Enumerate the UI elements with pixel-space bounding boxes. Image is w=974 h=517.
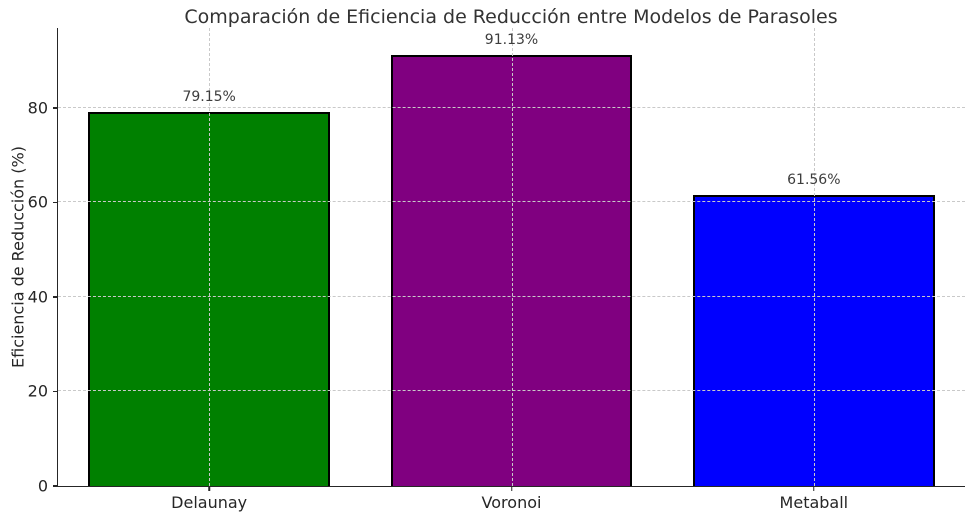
x-tick-mark: [813, 486, 815, 491]
plot-area: 0 20 40 60 80 79.15% Delaunay 91.13% Voronoi 61.5…: [28, 28, 965, 512]
x-tick-label-voronoi: Voronoi: [481, 493, 542, 512]
x-tick-mark: [510, 486, 513, 491]
y-tick-mark: [53, 390, 58, 393]
y-tick-label: 20: [27, 381, 48, 401]
chart-title: Comparación de Eficiencia de Reducción e…: [184, 6, 838, 28]
x-tick-label-metaball: Metaball: [779, 493, 849, 512]
bar-delaunay: [88, 111, 331, 486]
bar-value-label-metaball: 61.56%: [787, 172, 841, 189]
vertical-gridline: [209, 28, 211, 486]
bar-voronoi: [390, 55, 633, 486]
y-tick-label: 40: [27, 287, 48, 307]
bar-metaball: [692, 195, 935, 486]
vertical-gridline: [813, 28, 815, 486]
x-tick-label-delaunay: Delaunay: [171, 493, 248, 512]
y-tick-label: 0: [37, 476, 48, 496]
y-tick-mark: [53, 296, 58, 298]
x-tick-mark: [208, 486, 210, 491]
y-tick-mark: [53, 201, 58, 204]
y-axis-label-text: Eficiencia de Reducción (%): [8, 146, 28, 368]
y-tick-mark: [53, 485, 58, 487]
y-tick-label: 60: [27, 192, 48, 212]
bar-value-label-voronoi: 91.13%: [484, 32, 539, 49]
y-tick-mark: [53, 107, 58, 109]
y-tick-label: 80: [27, 98, 48, 118]
vertical-gridline: [511, 28, 513, 486]
bar-value-label-delaunay: 79.15%: [182, 88, 236, 105]
